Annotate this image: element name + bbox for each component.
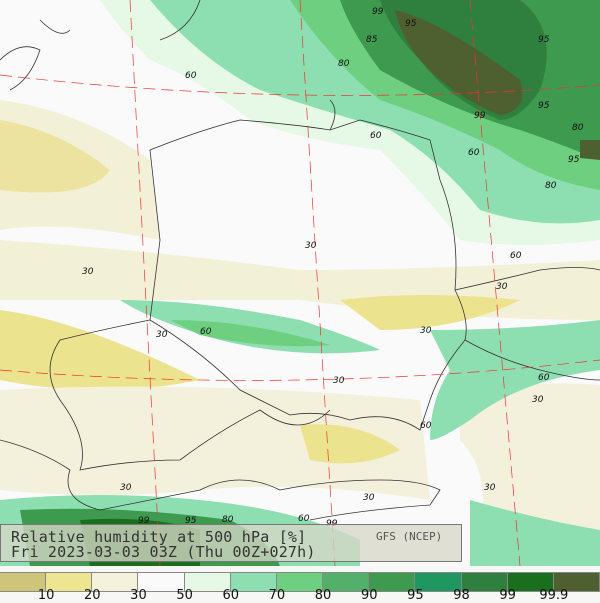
dry-region	[0, 120, 110, 193]
contour-label: 95	[538, 101, 550, 111]
contour-label: 95	[405, 19, 417, 29]
map-valid-time: Fri 2023-03-03 03Z (Thu 00Z+027h)	[11, 543, 316, 561]
dry-region	[0, 386, 430, 500]
legend-swatch	[230, 573, 277, 591]
contour-label: 30	[532, 395, 544, 405]
contour-label: 80	[222, 515, 234, 525]
moist-region	[580, 140, 600, 160]
moist-region	[395, 10, 523, 115]
contour-label: 30	[305, 241, 317, 251]
contour-label: 85	[366, 35, 378, 45]
contour-label: 30	[333, 376, 345, 386]
contour-label: 80	[338, 59, 350, 69]
legend-swatch	[184, 573, 231, 591]
legend-swatch	[0, 573, 47, 591]
color-legend	[0, 572, 600, 592]
contour-label: 60	[538, 373, 550, 383]
moist-region	[430, 320, 600, 440]
dry-region	[340, 295, 520, 330]
legend-swatch	[276, 573, 324, 591]
legend-tick-label: 80	[314, 588, 332, 603]
contour-label: 99	[474, 111, 486, 121]
legend-tick-label: 30	[130, 588, 147, 603]
contour-label: 99	[372, 7, 384, 17]
contour-label: 30	[496, 282, 508, 292]
legend-swatch	[415, 573, 462, 591]
contour-label: 30	[82, 267, 94, 277]
legend-ticks: 10 20 30 50 60 70 80 90 95 98 99 99.9	[0, 588, 600, 603]
contour-label: 60	[510, 251, 522, 261]
legend-swatch	[92, 573, 139, 591]
contour-label: 60	[185, 71, 197, 81]
contour-label: 95	[538, 35, 550, 45]
title-box: Relative humidity at 500 hPa [%] Fri 202…	[0, 524, 462, 562]
contour-label: 95	[185, 516, 197, 526]
moist-region	[170, 320, 330, 347]
contour-label: 30	[156, 330, 168, 340]
contour-label: 99	[138, 516, 150, 526]
legend-swatch	[46, 573, 93, 591]
contour-label: 80	[572, 123, 584, 133]
legend-swatch	[461, 573, 508, 591]
legend-tick-label: 95	[407, 588, 424, 603]
legend-tick-label: 20	[84, 588, 101, 603]
legend-swatch	[138, 573, 185, 591]
country-borders	[0, 0, 600, 521]
legend-tick-label: 50	[176, 588, 193, 603]
legend-tick-label: 99	[499, 588, 516, 603]
contour-label: 60	[298, 514, 310, 524]
contour-label: 60	[370, 131, 382, 141]
map-title: Relative humidity at 500 hPa [%]	[11, 528, 307, 546]
legend-tick-label: 60	[222, 588, 240, 603]
dry-region	[300, 424, 400, 464]
contour-label: 30	[363, 493, 375, 503]
humidity-map: 99 95 95 85 80 60 60 99 95 80 95 80 60 6…	[0, 0, 600, 566]
contour-label: 30	[484, 483, 496, 493]
graticule	[0, 0, 600, 566]
contour-label: 60	[420, 421, 432, 431]
contour-label: 30	[420, 326, 432, 336]
contour-label: 60	[468, 148, 480, 158]
contour-label: 95	[568, 155, 580, 165]
contour-label: 80	[545, 181, 557, 191]
contour-labels: 99 95 95 85 80 60 60 99 95 80 95 80 60 6…	[82, 7, 584, 529]
model-source: GFS (NCEP)	[376, 530, 443, 543]
legend-tick-label: 98	[453, 588, 470, 603]
legend-swatch	[507, 573, 554, 591]
legend-tick-label: 70	[268, 588, 286, 603]
contour-label: 30	[120, 483, 132, 493]
contour-label: 60	[200, 327, 212, 337]
legend-tick-label: 90	[360, 588, 378, 603]
legend-tick-label: 99.9	[539, 588, 569, 603]
moist-region	[470, 500, 600, 566]
legend-swatch	[369, 573, 416, 591]
legend-swatch	[323, 573, 370, 591]
legend-tick-label: 10	[37, 588, 55, 603]
